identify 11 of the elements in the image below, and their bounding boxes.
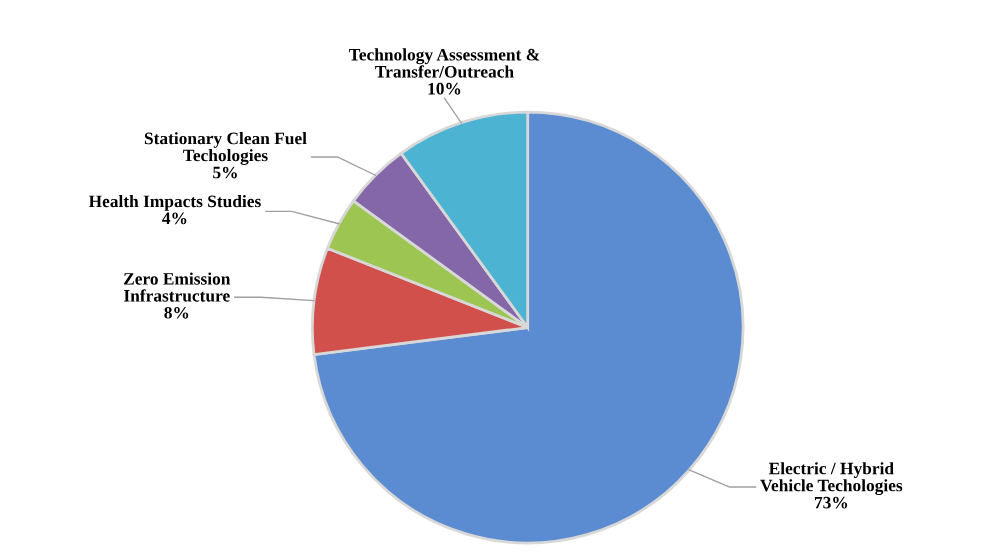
data-label: 5%	[213, 166, 237, 179]
data-label: 4%	[162, 212, 187, 225]
slice-label: Electric / Hybrid Vehicle Techologies	[760, 462, 903, 496]
slice-label: Zero Emission Infrastructure	[124, 272, 231, 302]
slice-label: Stationary Clean Fuel Techologies	[144, 132, 307, 165]
pie-slice	[312, 110, 745, 545]
data-label: 73%	[814, 496, 848, 509]
data-label: 8%	[164, 306, 189, 319]
data-label: 10%	[428, 82, 461, 95]
slice-label: Technology Assessment & Transfer/Outreach	[349, 48, 540, 78]
slice-label: Health Impacts Studies	[88, 194, 261, 211]
